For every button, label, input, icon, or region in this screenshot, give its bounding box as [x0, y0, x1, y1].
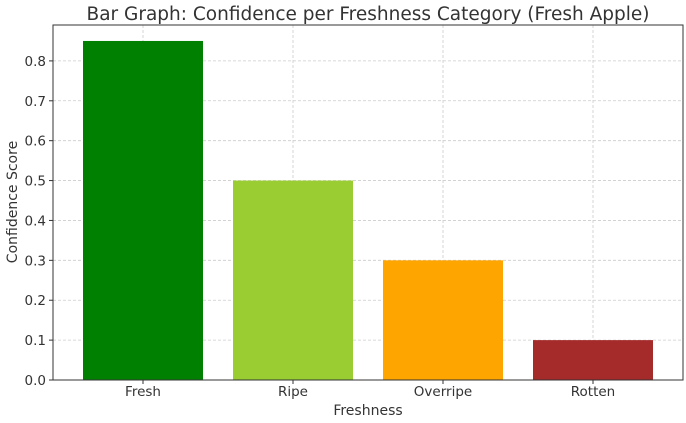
- y-tick-label: 0.1: [25, 333, 46, 349]
- y-tick-label: 0.3: [25, 253, 46, 269]
- x-axis-label: Freshness: [333, 403, 402, 419]
- y-tick-label: 0.5: [25, 174, 46, 190]
- y-axis-label: Confidence Score: [5, 141, 21, 263]
- plot-frame: [52, 24, 684, 381]
- bar-overripe: [383, 260, 503, 380]
- bars: [83, 40, 653, 381]
- x-tick-label: Fresh: [125, 384, 161, 400]
- y-tick-label: 0.7: [25, 94, 46, 110]
- chart-title: Bar Graph: Confidence per Freshness Cate…: [87, 4, 650, 25]
- x-tick-label: Ripe: [278, 384, 308, 400]
- y-tick-label: 0.2: [25, 293, 46, 309]
- y-tick-label: 0.6: [25, 134, 46, 150]
- x-tick-label: Overripe: [414, 384, 472, 400]
- y-tick-label: 0.4: [25, 213, 46, 229]
- y-tick-label: 0.0: [25, 373, 46, 389]
- bar-ripe: [233, 180, 353, 380]
- x-tick-label: Rotten: [571, 384, 615, 400]
- x-axis-ticks: Fresh Ripe Overripe Rotten: [125, 380, 615, 400]
- y-axis-ticks: 0.0 0.1 0.2 0.3 0.4 0.5 0.6 0.7 0.8: [25, 54, 53, 389]
- bar-rotten: [533, 340, 653, 380]
- bar-fresh: [83, 40, 203, 381]
- y-tick-label: 0.8: [25, 54, 46, 70]
